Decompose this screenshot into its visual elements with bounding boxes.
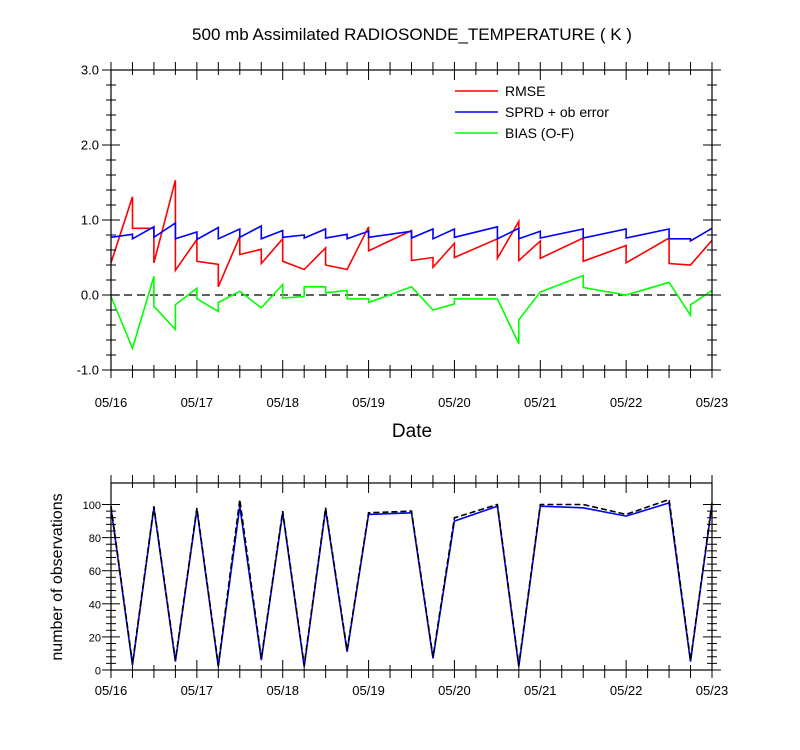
chart-title: 500 mb Assimilated RADIOSONDE_TEMPERATUR… bbox=[192, 25, 632, 44]
bottom-y-tick-label: 80 bbox=[89, 533, 101, 545]
bottom-y-tick-label: 60 bbox=[89, 566, 101, 578]
top-x-tick-label: 05/20 bbox=[438, 395, 471, 410]
bottom-y-tick-label: 100 bbox=[83, 500, 101, 512]
top-y-tick-label: 3.0 bbox=[81, 63, 99, 78]
legend-label-bias: BIAS (O-F) bbox=[505, 125, 574, 141]
bottom-y-axis-label: number of observations bbox=[49, 493, 66, 660]
top-plot-frame bbox=[110, 69, 713, 371]
bottom-x-tick-label: 05/17 bbox=[181, 683, 214, 698]
top-y-tick-label: -1.0 bbox=[77, 363, 99, 378]
top-series-group bbox=[110, 179, 713, 351]
top-series-line-1 bbox=[110, 221, 713, 243]
top-x-tick-label: 05/19 bbox=[352, 395, 385, 410]
bottom-x-tick-label: 05/21 bbox=[524, 683, 557, 698]
bottom-x-tick-label: 05/22 bbox=[610, 683, 643, 698]
bottom-x-tick-label: 05/16 bbox=[95, 683, 128, 698]
bottom-x-tick-label: 05/20 bbox=[438, 683, 471, 698]
bottom-x-tick-label: 05/23 bbox=[696, 683, 729, 698]
top-x-tick-label: 05/18 bbox=[266, 395, 299, 410]
legend-label-sprd: SPRD + ob error bbox=[505, 104, 609, 120]
bottom-series-group bbox=[110, 498, 713, 667]
bottom-x-tick-label: 05/18 bbox=[266, 683, 299, 698]
bottom-tick-labels: 05/16 05/17 05/18 05/19 05/20 05/21 05/22 05/23… bbox=[83, 500, 729, 698]
rmse-spread-bias-panel: 05/16 05/17 05/18 05/19 05/20 05/21 05/22 05/23… bbox=[77, 62, 729, 442]
chart-legend: RMSE SPRD + ob error BIAS (O-F) bbox=[455, 83, 609, 141]
top-x-axis-label: Date bbox=[392, 421, 432, 442]
bottom-y-tick-label: 40 bbox=[89, 599, 101, 611]
bottom-y-tick-label: 20 bbox=[89, 632, 101, 644]
observation-count-panel: 05/16 05/17 05/18 05/19 05/20 05/21 05/22 05/23… bbox=[49, 475, 728, 698]
top-series-line-2 bbox=[110, 274, 713, 351]
top-y-tick-label: 1.0 bbox=[81, 213, 99, 228]
top-x-tick-label: 05/16 bbox=[95, 395, 128, 410]
bottom-x-tick-label: 05/19 bbox=[352, 683, 385, 698]
bottom-y-tick-label: 0 bbox=[95, 666, 101, 678]
top-x-tick-label: 05/21 bbox=[524, 395, 557, 410]
top-y-tick-label: 2.0 bbox=[81, 138, 99, 153]
top-x-tick-label: 05/17 bbox=[181, 395, 214, 410]
bottom-axis-ticks bbox=[102, 475, 721, 678]
top-y-tick-label: 0.0 bbox=[81, 288, 99, 303]
bottom-plot-frame bbox=[110, 482, 713, 671]
top-x-tick-label: 05/22 bbox=[610, 395, 643, 410]
top-x-tick-label: 05/23 bbox=[696, 395, 729, 410]
top-tick-labels: 05/16 05/17 05/18 05/19 05/20 05/21 05/22 05/23… bbox=[77, 63, 729, 411]
legend-label-rmse: RMSE bbox=[505, 83, 545, 99]
